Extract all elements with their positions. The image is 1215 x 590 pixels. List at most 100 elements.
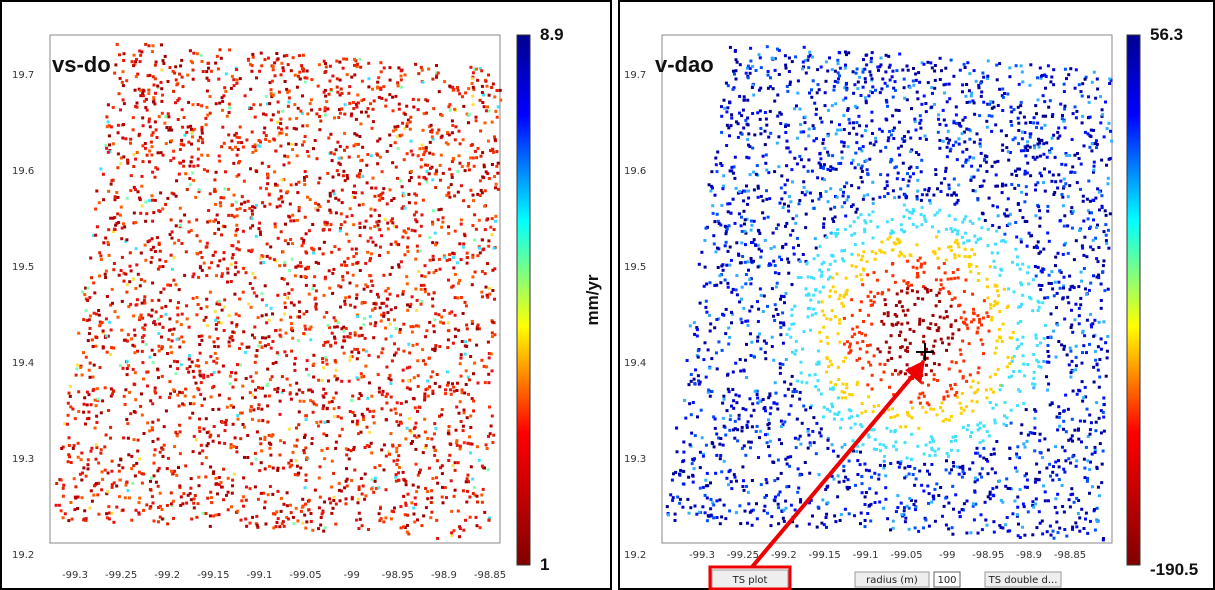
map-point (860, 213, 863, 216)
map-point (171, 192, 174, 195)
map-point (489, 432, 492, 435)
map-point (366, 397, 369, 400)
map-point (431, 178, 434, 181)
map-point (408, 179, 411, 182)
map-point (251, 53, 254, 56)
map-point (391, 359, 394, 362)
map-point (973, 518, 976, 521)
map-point (928, 473, 931, 476)
map-point (941, 341, 944, 344)
map-point (331, 332, 334, 335)
map-point (721, 349, 724, 352)
map-point (337, 284, 340, 287)
map-point (386, 222, 389, 225)
map-point (1100, 159, 1103, 162)
map-point (181, 502, 184, 505)
map-point (720, 131, 723, 134)
map-point (499, 99, 502, 102)
map-point (1043, 167, 1046, 170)
map-point (464, 301, 467, 304)
map-point (1061, 484, 1064, 487)
map-point (170, 351, 173, 354)
map-point (251, 287, 254, 290)
map-point (107, 228, 110, 231)
map-point (157, 299, 160, 302)
map-point (1082, 220, 1085, 223)
map-point (896, 292, 899, 295)
map-point (97, 309, 100, 312)
map-point (693, 333, 696, 336)
map-point (486, 172, 489, 175)
map-point (691, 462, 694, 465)
map-point (426, 490, 429, 493)
map-point (458, 92, 461, 95)
map-point (221, 421, 224, 424)
map-point (83, 293, 86, 296)
map-point (960, 407, 963, 410)
map-point (396, 81, 399, 84)
map-point (1039, 67, 1042, 70)
map-point (60, 479, 63, 482)
map-point (909, 175, 912, 178)
map-point (493, 175, 496, 178)
map-point (844, 508, 847, 511)
map-point (278, 525, 281, 528)
map-point (1076, 152, 1079, 155)
map-point (487, 468, 490, 471)
map-point (829, 318, 832, 321)
map-point (318, 477, 321, 480)
map-point (742, 199, 745, 202)
map-point (860, 176, 863, 179)
map-point (1062, 348, 1065, 351)
map-point (397, 348, 400, 351)
map-point (228, 48, 231, 51)
map-point (426, 99, 429, 102)
map-point (412, 98, 415, 101)
map-point (1018, 168, 1021, 171)
map-point (393, 507, 396, 510)
map-point (259, 103, 262, 106)
map-point (106, 295, 109, 298)
map-point (417, 154, 420, 157)
map-point (842, 305, 845, 308)
map-point (856, 341, 859, 344)
map-point (764, 433, 767, 436)
map-point (1087, 95, 1090, 98)
map-point (199, 393, 202, 396)
map-point (121, 227, 124, 230)
map-point (1103, 230, 1106, 233)
map-point (491, 217, 494, 220)
map-point (200, 335, 203, 338)
map-point (969, 263, 972, 266)
map-point (313, 275, 316, 278)
map-point (860, 258, 863, 261)
map-point (215, 274, 218, 277)
map-point (898, 196, 901, 199)
map-point (310, 520, 313, 523)
map-point (289, 238, 292, 241)
map-point (853, 232, 856, 235)
map-point (969, 435, 972, 438)
map-point (417, 108, 420, 111)
map-point (461, 388, 464, 391)
map-point (82, 466, 85, 469)
map-point (435, 170, 438, 173)
map-point (445, 194, 448, 197)
map-point (282, 251, 285, 254)
map-point (225, 419, 228, 422)
map-point (143, 295, 146, 298)
map-point (218, 441, 221, 444)
map-point (274, 329, 277, 332)
map-point (484, 381, 487, 384)
map-point (412, 106, 415, 109)
map-point (740, 318, 743, 321)
map-point (389, 293, 392, 296)
map-point (954, 493, 957, 496)
map-point (452, 342, 455, 345)
map-point (367, 85, 370, 88)
map-point (360, 477, 363, 480)
map-point (261, 162, 264, 165)
map-point (853, 514, 856, 517)
map-point (957, 449, 960, 452)
map-point (483, 511, 486, 514)
